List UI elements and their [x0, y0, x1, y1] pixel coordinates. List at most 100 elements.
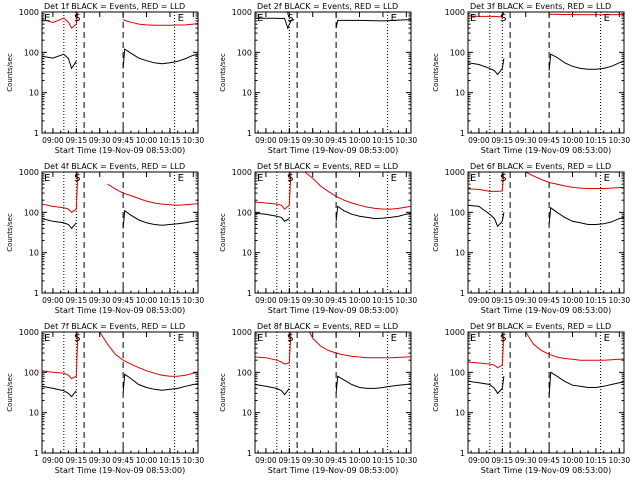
panel-title: Det 9f BLACK = Events, RED = LLD — [470, 322, 611, 331]
x-axis-label: Start Time (19-Nov-09 08:53:00) — [481, 146, 611, 155]
x-tick-label: 10:30 — [183, 136, 205, 145]
panel-title: Det 5f BLACK = Events, RED = LLD — [257, 162, 398, 171]
x-tick-label: 10:00 — [349, 296, 371, 305]
x-tick-label: 09:30 — [89, 296, 111, 305]
events-series-line — [255, 384, 290, 396]
y-tick-label: 1 — [460, 129, 465, 138]
interval-marker-label: E — [470, 13, 476, 24]
y-tick-label: 100 — [24, 48, 39, 57]
y-tick-label: 1 — [247, 129, 252, 138]
y-tick-label: 100 — [450, 48, 465, 57]
x-tick-label: 10:00 — [349, 456, 371, 465]
interval-marker-label: E — [391, 13, 397, 24]
detector-chart-svg: 1 10 100 1000 09:00 09:15 09:30 09:45 10:00 10:15… — [219, 322, 418, 475]
x-tick-label: 10:30 — [609, 136, 631, 145]
interval-marker-label: S — [500, 173, 506, 184]
x-tick-label: 09:45 — [325, 456, 347, 465]
x-axis-label: Start Time (19-Nov-09 08:53:00) — [55, 146, 185, 155]
y-tick-label: 1 — [247, 449, 252, 458]
x-tick-label: 10:15 — [585, 296, 607, 305]
interval-marker-label: E — [391, 173, 397, 184]
panel-title: Det 3f BLACK = Events, RED = LLD — [470, 2, 611, 11]
x-tick-label: 09:00 — [255, 456, 277, 465]
y-tick-label: 10 — [242, 89, 252, 98]
y-tick-label: 1 — [460, 289, 465, 298]
plot-frame — [467, 331, 625, 454]
interval-marker-label: E — [178, 333, 184, 344]
y-tick-label: 10 — [455, 409, 465, 418]
detector-panel: 1 10 100 1000 09:00 09:15 09:30 09:45 10:00 10:15… — [0, 320, 213, 480]
y-axis-label: Counts/sec — [432, 373, 440, 412]
x-tick-label: 09:30 — [89, 136, 111, 145]
detector-panel: 1 10 100 1000 09:00 09:15 09:30 09:45 10:00 10:15… — [213, 160, 426, 320]
detector-panel: 1 10 100 1000 09:00 09:15 09:30 09:45 10:00 10:15… — [426, 320, 639, 480]
plot-frame — [254, 171, 412, 294]
events-series-line — [42, 385, 77, 398]
y-axis-label: Counts/sec — [6, 53, 14, 92]
x-tick-label: 10:00 — [136, 456, 158, 465]
y-tick-label: 1000 — [445, 328, 465, 337]
interval-marker-label: S — [74, 13, 80, 24]
events-series-line — [255, 212, 290, 222]
events-series-line — [548, 371, 624, 397]
x-tick-label: 09:15 — [279, 296, 301, 305]
interval-marker-label: E — [257, 333, 263, 344]
y-tick-label: 100 — [237, 368, 252, 377]
x-tick-label: 09:15 — [66, 136, 88, 145]
y-tick-label: 1 — [460, 449, 465, 458]
x-tick-label: 09:30 — [515, 456, 537, 465]
y-tick-label: 1000 — [232, 8, 252, 17]
x-tick-label: 10:00 — [562, 136, 584, 145]
x-axis-label: Start Time (19-Nov-09 08:53:00) — [268, 306, 398, 315]
x-tick-label: 09:15 — [66, 456, 88, 465]
lld-series-line — [309, 332, 411, 359]
detector-chart-svg: 1 10 100 1000 09:00 09:15 09:30 09:45 10:00 10:15… — [6, 162, 204, 315]
interval-marker-label: E — [178, 13, 184, 24]
y-axis-label: Counts/sec — [432, 213, 440, 252]
y-tick-label: 100 — [24, 208, 39, 217]
x-tick-label: 09:15 — [492, 136, 514, 145]
y-axis-label: Counts/sec — [219, 53, 227, 92]
panel-title: Det 2f BLACK = Events, RED = LLD — [257, 2, 398, 11]
lld-series-line — [99, 332, 198, 377]
x-tick-label: 09:30 — [89, 456, 111, 465]
plot-frame — [467, 11, 625, 134]
panel-title: Det 6f BLACK = Events, RED = LLD — [470, 162, 611, 171]
events-series-line — [468, 204, 505, 228]
interval-marker-label: S — [287, 333, 293, 344]
x-tick-label: 09:15 — [492, 456, 514, 465]
detector-chart-svg: 1 10 100 1000 09:00 09:15 09:30 09:45 10:00 10:15… — [432, 162, 630, 315]
x-tick-label: 10:15 — [585, 456, 607, 465]
events-series-line — [42, 218, 77, 230]
lld-series-line — [42, 172, 81, 213]
y-tick-label: 1000 — [445, 8, 465, 17]
x-tick-label: 10:30 — [396, 456, 418, 465]
x-tick-label: 09:30 — [515, 296, 537, 305]
x-tick-label: 10:15 — [585, 136, 607, 145]
x-tick-label: 10:00 — [136, 296, 158, 305]
y-tick-label: 1000 — [19, 168, 39, 177]
y-tick-label: 1000 — [232, 328, 252, 337]
plot-frame — [254, 11, 412, 134]
events-series-line — [468, 58, 505, 76]
panel-title: Det 8f BLACK = Events, RED = LLD — [257, 322, 398, 331]
interval-marker-label: E — [44, 13, 50, 24]
plot-frame — [41, 11, 199, 134]
x-tick-label: 09:30 — [302, 456, 324, 465]
events-series-line — [335, 19, 411, 29]
y-tick-label: 100 — [450, 368, 465, 377]
interval-marker-label: E — [604, 333, 610, 344]
interval-marker-label: E — [44, 173, 50, 184]
detector-chart-svg: 1 10 100 1000 09:00 09:15 09:30 09:45 10:00 10:15… — [432, 322, 630, 475]
y-tick-label: 100 — [450, 208, 465, 217]
y-tick-label: 10 — [455, 249, 465, 258]
y-tick-label: 10 — [242, 409, 252, 418]
lld-series-line — [255, 172, 294, 210]
x-tick-label: 09:45 — [112, 136, 134, 145]
y-tick-label: 1000 — [445, 168, 465, 177]
interval-marker-label: S — [287, 173, 293, 184]
y-tick-label: 1000 — [19, 328, 39, 337]
y-tick-label: 100 — [237, 208, 252, 217]
lld-series-line — [42, 332, 81, 380]
detector-panel: 1 10 100 1000 09:00 09:15 09:30 09:45 10:00 10:15… — [0, 160, 213, 320]
